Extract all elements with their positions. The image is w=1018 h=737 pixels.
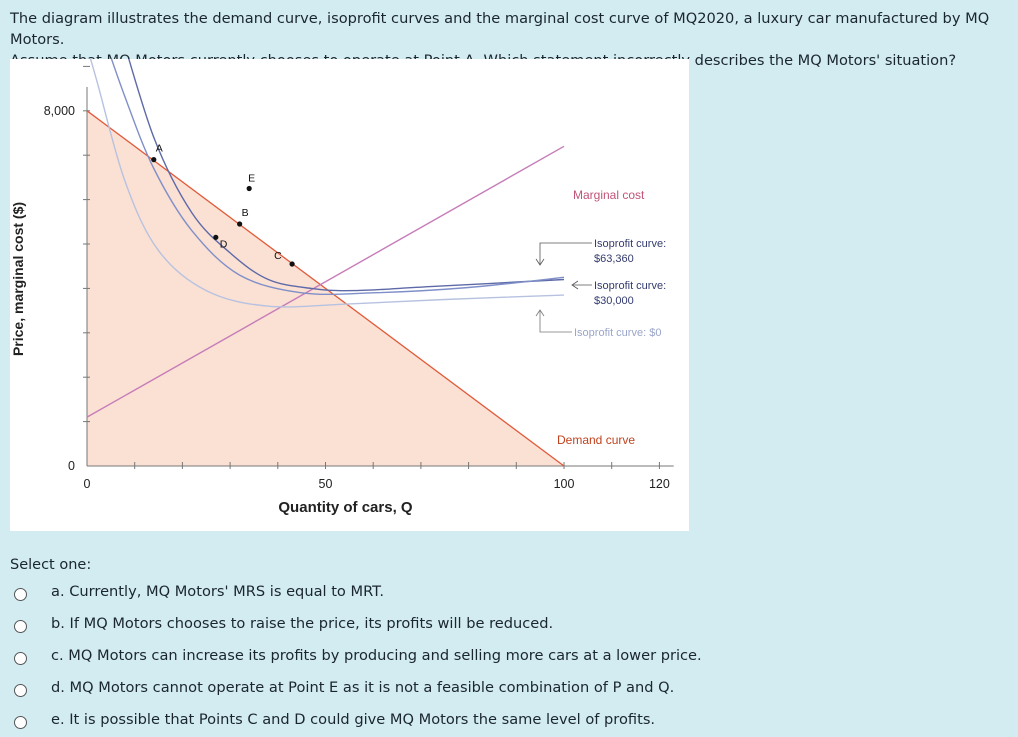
point-c: [289, 261, 295, 267]
option-b[interactable]: b. If MQ Motors chooses to raise the pri…: [0, 613, 760, 641]
y-axis-title: Price, marginal cost ($): [10, 202, 26, 356]
callout-arrow-63360: [535, 258, 545, 266]
curve-demand-curve: [86, 110, 565, 467]
point-b: [237, 221, 243, 227]
curve-isoprofit-curve-63-360: [128, 59, 565, 292]
curve-isoprofit-curve-30-000: [110, 59, 565, 296]
point-label-c: C: [274, 250, 282, 262]
option-c-text: c. MQ Motors can increase its profits by…: [51, 647, 702, 664]
x-tick-label: 120: [649, 477, 670, 491]
radio-d[interactable]: [14, 684, 27, 697]
x-tick-label: 50: [319, 477, 333, 491]
point-label-d: D: [220, 238, 228, 250]
radio-b[interactable]: [14, 620, 27, 633]
radio-a[interactable]: [14, 588, 27, 601]
radio-e[interactable]: [14, 716, 27, 729]
annotation-isoprofit-0: Isoprofit curve: $0: [574, 327, 661, 339]
annotation-isoprofit-63360: Isoprofit curve:: [594, 238, 666, 250]
point-a: [151, 157, 157, 163]
option-c[interactable]: c. MQ Motors can increase its profits by…: [0, 645, 760, 673]
point-label-b: B: [242, 207, 249, 219]
select-one-label: Select one:: [10, 557, 92, 573]
y-tick-label: 0: [68, 459, 75, 473]
callout-line-63360: [539, 242, 592, 264]
curve-marginal-cost: [86, 145, 565, 418]
option-a-text: a. Currently, MQ Motors' MRS is equal to…: [51, 583, 384, 600]
callout-arrow-0: [535, 309, 545, 317]
radio-c[interactable]: [14, 652, 27, 665]
annotation-marginal-cost: Marginal cost: [573, 188, 645, 202]
x-tick-label: 0: [84, 477, 91, 491]
y-tick-label: 8,000: [44, 104, 75, 118]
option-b-text: b. If MQ Motors chooses to raise the pri…: [51, 615, 554, 632]
option-e-text: e. It is possible that Points C and D co…: [51, 711, 656, 728]
point-e: [246, 185, 252, 192]
option-a[interactable]: a. Currently, MQ Motors' MRS is equal to…: [0, 581, 760, 609]
curve-isoprofit-curve-0: [89, 59, 565, 308]
annotation-isoprofit-30000: Isoprofit curve:: [594, 280, 666, 292]
point-d: [213, 234, 219, 240]
annotation-demand-curve: Demand curve: [557, 433, 635, 447]
option-d[interactable]: d. MQ Motors cannot operate at Point E a…: [0, 677, 760, 705]
x-axis-title: Quantity of cars, Q: [278, 499, 413, 516]
point-label-a: A: [156, 143, 163, 155]
option-e[interactable]: e. It is possible that Points C and D co…: [0, 709, 760, 737]
question-line-1: The diagram illustrates the demand curve…: [10, 10, 990, 48]
option-d-text: d. MQ Motors cannot operate at Point E a…: [51, 679, 675, 696]
x-tick-label: 100: [554, 477, 575, 491]
callout-arrow-30000: [571, 280, 579, 290]
annotation-isoprofit-63360-value: $63,360: [594, 253, 634, 265]
annotation-isoprofit-30000-value: $30,000: [594, 295, 634, 307]
callout-line-0: [539, 311, 572, 333]
point-label-e: E: [248, 173, 255, 185]
